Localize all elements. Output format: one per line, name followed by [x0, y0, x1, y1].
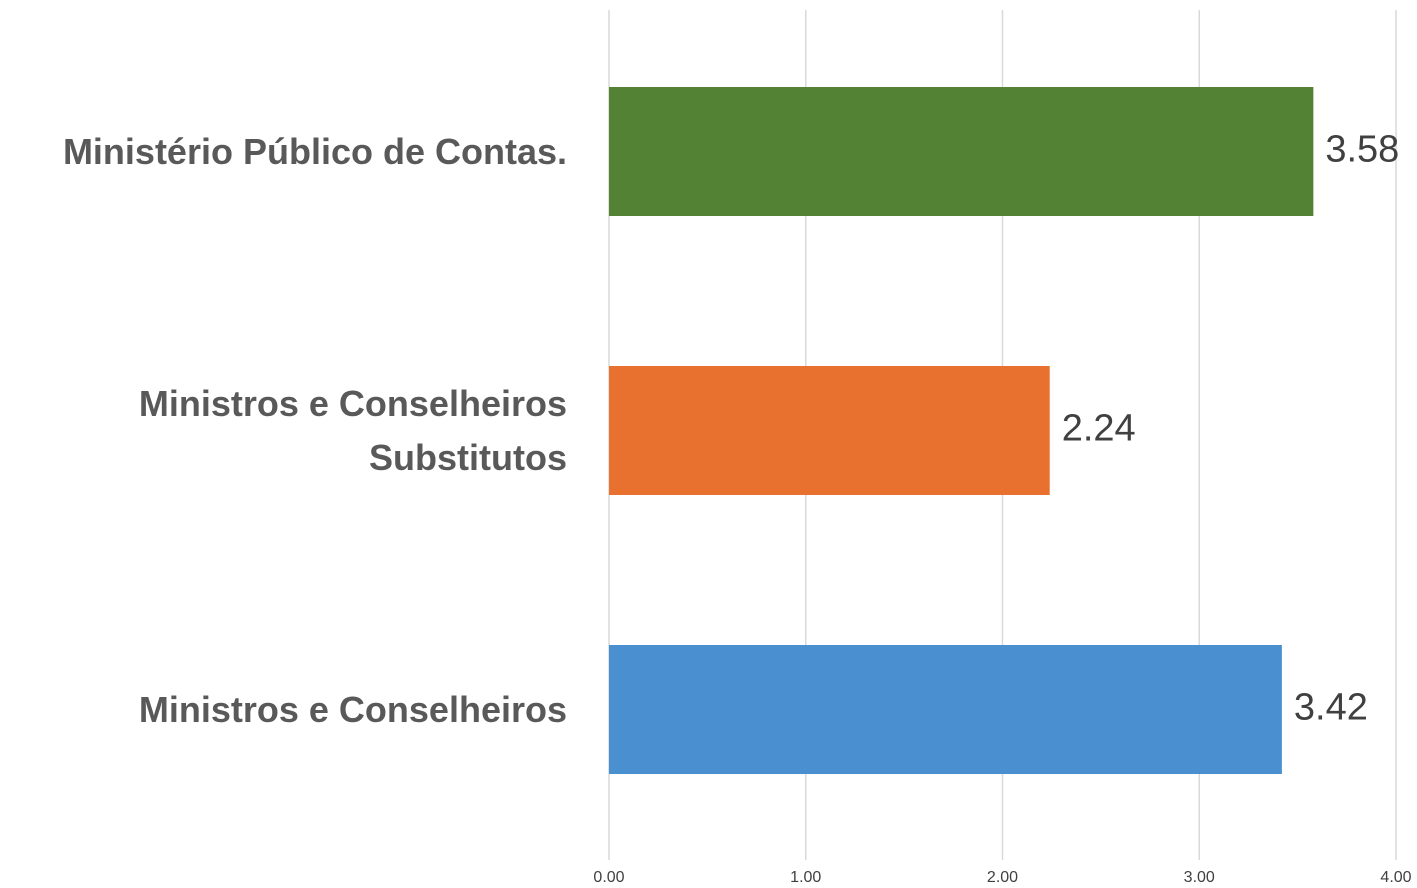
value-label: 3.42 [1294, 687, 1368, 729]
x-tick-label: 2.00 [987, 869, 1018, 886]
category-label: Ministros e Conselheiros Substitutos [138, 382, 567, 478]
bar [609, 366, 1050, 495]
bar [609, 645, 1282, 774]
category-label: Ministério Público de Contas. [62, 130, 567, 172]
value-label: 2.24 [1062, 408, 1136, 450]
x-tick-label: 0.00 [593, 869, 624, 886]
x-tick-label: 1.00 [790, 869, 821, 886]
x-tick-label: 4.00 [1380, 869, 1411, 886]
category-label: Ministros e Conselheiros [138, 688, 567, 730]
x-tick-label: 3.00 [1184, 869, 1215, 886]
bar [609, 87, 1314, 216]
value-label: 3.58 [1325, 129, 1399, 171]
